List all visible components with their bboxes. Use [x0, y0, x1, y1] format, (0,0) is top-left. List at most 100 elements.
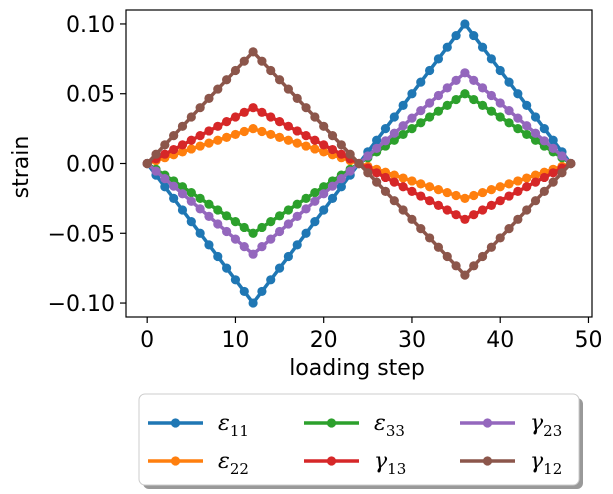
data-point	[504, 118, 514, 128]
x-tick-label: 0	[140, 328, 154, 353]
data-point	[151, 166, 161, 176]
data-point	[469, 94, 479, 105]
data-point	[442, 100, 452, 110]
data-point	[460, 68, 470, 78]
y-tick-label: −0.05	[48, 222, 115, 247]
data-point	[504, 179, 514, 189]
data-point	[204, 93, 214, 103]
data-point	[248, 298, 258, 308]
data-point	[548, 143, 558, 153]
data-point	[301, 141, 311, 151]
data-point	[398, 205, 408, 215]
data-point	[266, 217, 276, 227]
data-point	[266, 234, 276, 244]
data-point	[469, 210, 479, 220]
data-point	[336, 174, 346, 184]
data-point	[204, 199, 214, 209]
data-point	[539, 136, 549, 146]
data-point	[336, 182, 346, 192]
data-point	[195, 228, 205, 238]
legend-swatch-marker	[326, 456, 337, 466]
data-point	[177, 189, 188, 199]
data-point	[319, 205, 329, 215]
data-point	[425, 98, 435, 108]
data-point	[292, 240, 302, 250]
data-point	[433, 90, 444, 101]
data-point	[407, 124, 417, 134]
data-point	[372, 177, 382, 187]
data-point	[310, 135, 320, 145]
data-point	[442, 83, 452, 93]
data-point	[477, 100, 488, 110]
data-point	[319, 147, 329, 157]
data-point	[327, 144, 338, 155]
data-point	[248, 249, 258, 259]
data-point	[513, 214, 523, 224]
data-point	[310, 187, 320, 198]
data-point	[460, 270, 470, 280]
data-point	[327, 130, 338, 141]
data-point	[504, 191, 514, 201]
data-point	[292, 211, 302, 222]
x-tick-label: 10	[221, 328, 249, 353]
data-point	[310, 217, 320, 227]
legend-label: γ23	[530, 411, 562, 440]
data-point	[327, 181, 338, 191]
y-axis: −0.10 −0.05 0.00 0.05 0.10	[48, 13, 126, 317]
x-tick-label: 20	[310, 328, 338, 353]
data-point	[425, 65, 435, 76]
data-point	[204, 211, 214, 222]
data-point	[301, 204, 311, 214]
data-point	[566, 158, 576, 169]
data-point	[142, 158, 152, 169]
data-point	[292, 138, 302, 148]
data-point	[530, 128, 541, 138]
data-point	[460, 89, 470, 99]
data-point	[513, 89, 523, 99]
data-point	[169, 130, 179, 141]
y-axis-label: strain	[9, 136, 34, 199]
data-point	[486, 90, 496, 101]
data-point	[186, 217, 196, 227]
data-point	[274, 211, 285, 221]
data-point	[530, 112, 541, 122]
data-point	[389, 196, 399, 206]
data-point	[451, 75, 461, 85]
data-point	[186, 135, 196, 145]
data-point	[177, 121, 188, 131]
data-point	[477, 42, 488, 52]
data-point	[177, 182, 188, 192]
data-point	[522, 173, 532, 183]
data-point	[177, 140, 188, 150]
data-point	[160, 174, 170, 184]
data-point	[274, 226, 285, 237]
data-point	[283, 84, 293, 94]
data-point	[266, 129, 276, 140]
data-point	[186, 187, 196, 198]
data-point	[398, 121, 408, 131]
data-point	[345, 149, 355, 159]
data-point	[486, 185, 496, 195]
data-point	[230, 112, 241, 122]
data-point	[407, 89, 417, 99]
data-point	[310, 112, 320, 122]
data-point	[354, 158, 364, 169]
y-tick-label: 0.05	[66, 83, 115, 108]
data-point	[530, 135, 541, 145]
data-point	[486, 106, 496, 116]
data-point	[169, 181, 179, 191]
data-point	[398, 100, 408, 110]
data-point	[160, 149, 170, 159]
data-point	[169, 144, 179, 155]
data-point	[416, 191, 426, 201]
series-ε11	[142, 19, 576, 308]
data-point	[389, 128, 399, 138]
data-point	[230, 65, 241, 76]
data-point	[222, 263, 232, 273]
data-point	[495, 112, 505, 122]
data-point	[398, 129, 408, 140]
data-point	[539, 186, 549, 197]
data-point	[504, 77, 514, 87]
data-point	[283, 251, 293, 262]
data-point	[186, 196, 196, 206]
